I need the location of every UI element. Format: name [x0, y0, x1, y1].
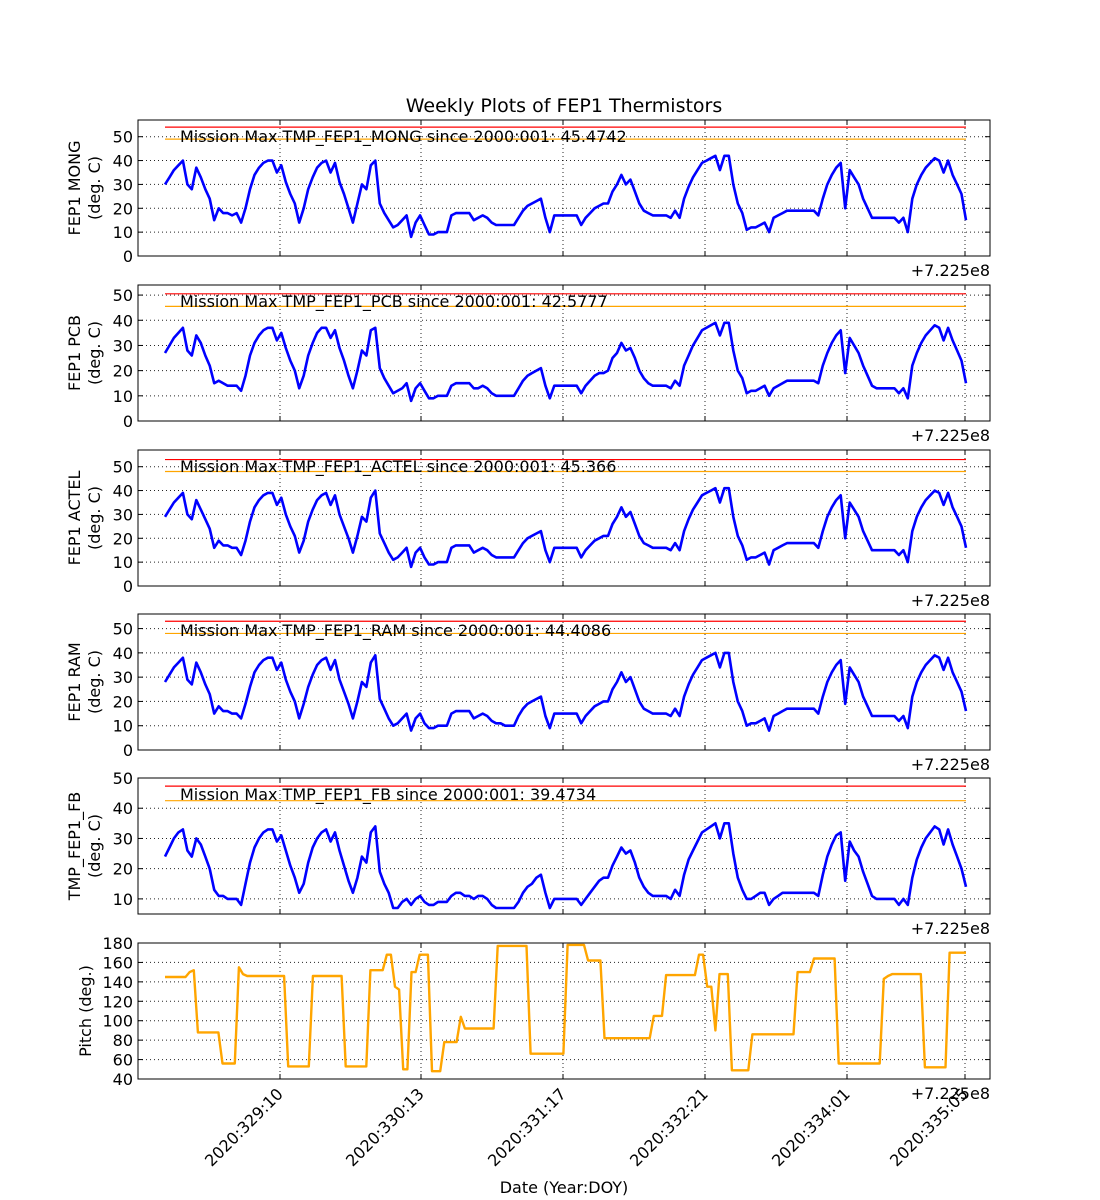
axes-frame — [137, 613, 991, 751]
y-axis-units-label: (deg. C) — [85, 321, 104, 385]
mission-max-annotation: Mission Max TMP_FEP1_RAM since 2000:001:… — [180, 621, 611, 641]
y-tick-label: 140 — [102, 973, 133, 992]
y-tick-label: 100 — [102, 1012, 133, 1031]
y-tick-label: 80 — [113, 1031, 133, 1050]
y-tick-label: 0 — [123, 247, 133, 266]
y-tick-label: 40 — [113, 482, 133, 501]
y-axis-label: FEP1 RAM — [65, 642, 84, 721]
x-offset-text: +7.225e8 — [911, 755, 990, 774]
y-axis-label: TMP_FEP1_FB — [65, 792, 85, 902]
panel-1: 0 10 20 30 40 50 Mission Max TMP_FEP1_MONG sin… — [65, 119, 991, 280]
y-tick-label: 50 — [113, 286, 133, 305]
y-axis-units-label: (deg. C) — [85, 486, 104, 550]
x-axis-label: Date (Year:DOY) — [500, 1178, 629, 1197]
x-offset-text: +7.225e8 — [911, 1084, 990, 1103]
x-offset-text: +7.225e8 — [911, 591, 990, 610]
y-tick-label: 160 — [102, 953, 133, 972]
y-tick-label: 0 — [123, 412, 133, 431]
axes-frame — [137, 449, 991, 587]
y-tick-label: 40 — [113, 1070, 133, 1089]
y-tick-label: 10 — [113, 223, 133, 242]
temperature-series-line — [163, 651, 968, 732]
y-axis-label: FEP1 PCB — [65, 315, 84, 391]
temperature-series-line — [163, 321, 968, 403]
x-offset-text: +7.225e8 — [911, 426, 990, 445]
y-tick-label: 50 — [113, 620, 133, 639]
y-tick-label: 0 — [123, 577, 133, 596]
panel-5: 10 20 30 40 50 Mission Max TMP_FEP1_FB since … — [65, 769, 991, 938]
y-axis-label: Pitch (deg.) — [76, 965, 95, 1057]
y-tick-label: 50 — [113, 458, 133, 477]
y-tick-label: 10 — [113, 890, 133, 909]
y-tick-label: 50 — [113, 128, 133, 147]
mission-max-annotation: Mission Max TMP_FEP1_MONG since 2000:001… — [180, 127, 627, 147]
x-tick-label: 2020:331:17 — [484, 1084, 570, 1170]
y-tick-label: 20 — [113, 529, 133, 548]
y-tick-label: 30 — [113, 505, 133, 524]
y-tick-label: 30 — [113, 336, 133, 355]
y-tick-label: 10 — [113, 717, 133, 736]
temperature-series-line — [163, 821, 968, 910]
y-axis-label: FEP1 ACTEL — [65, 470, 84, 565]
x-tick-label: 2020:332:21 — [626, 1084, 712, 1170]
y-tick-label: 40 — [113, 799, 133, 818]
y-tick-label: 0 — [123, 741, 133, 760]
mission-max-annotation: Mission Max TMP_FEP1_PCB since 2000:001:… — [180, 292, 608, 312]
y-tick-label: 30 — [113, 668, 133, 687]
y-tick-label: 50 — [113, 769, 133, 788]
y-tick-label: 20 — [113, 860, 133, 879]
y-tick-label: 10 — [113, 553, 133, 572]
y-tick-label: 10 — [113, 387, 133, 406]
axes-frame — [137, 777, 991, 915]
y-tick-label: 120 — [102, 992, 133, 1011]
x-tick-label: 2020:330:13 — [342, 1084, 428, 1170]
figure-title: Weekly Plots of FEP1 Thermistors — [406, 95, 723, 117]
panel-2: 0 10 20 30 40 50 Mission Max TMP_FEP1_PCB sinc… — [65, 284, 991, 445]
y-axis-units-label: (deg. C) — [85, 814, 104, 878]
y-axis-units-label: (deg. C) — [85, 650, 104, 714]
panel-4: 0 10 20 30 40 50 Mission Max TMP_FEP1_RAM sinc… — [65, 613, 991, 774]
pitch-series-line — [165, 943, 966, 1073]
panels-group: 0 10 20 30 40 50 Mission Max TMP_FEP1_MONG sin… — [65, 119, 991, 1170]
y-tick-label: 30 — [113, 829, 133, 848]
mission-max-annotation: Mission Max TMP_FEP1_FB since 2000:001: … — [180, 785, 596, 805]
temperature-series-line — [163, 486, 968, 569]
panel-3: 0 10 20 30 40 50 Mission Max TMP_FEP1_ACTEL si… — [65, 449, 991, 610]
y-tick-label: 40 — [113, 644, 133, 663]
y-tick-label: 20 — [113, 362, 133, 381]
x-tick-label: 2020:334:01 — [768, 1084, 854, 1170]
y-tick-label: 20 — [113, 199, 133, 218]
x-offset-text: +7.225e8 — [911, 919, 990, 938]
axes-frame — [137, 119, 991, 257]
y-tick-label: 60 — [113, 1051, 133, 1070]
x-offset-text: +7.225e8 — [911, 261, 990, 280]
y-tick-label: 40 — [113, 311, 133, 330]
axes-frame — [137, 284, 991, 422]
mission-max-annotation: Mission Max TMP_FEP1_ACTEL since 2000:00… — [180, 457, 616, 477]
y-tick-label: 30 — [113, 175, 133, 194]
y-tick-label: 20 — [113, 692, 133, 711]
y-tick-label: 40 — [113, 152, 133, 171]
y-axis-units-label: (deg. C) — [85, 156, 104, 220]
y-tick-label: 180 — [102, 934, 133, 953]
y-axis-label: FEP1 MONG — [65, 141, 84, 236]
temperature-series-line — [163, 154, 968, 239]
axes-frame — [137, 942, 991, 1080]
x-tick-label: 2020:329:10 — [201, 1084, 287, 1170]
